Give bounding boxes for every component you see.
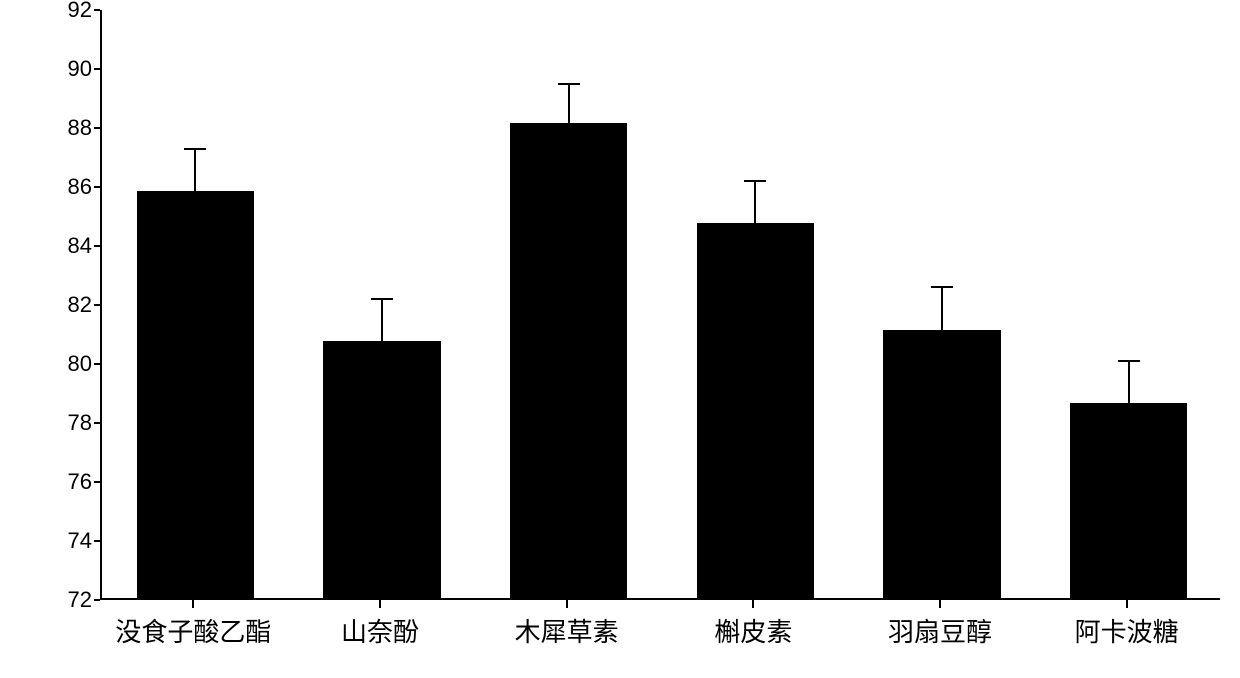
x-tick-mark — [566, 600, 568, 608]
x-category-label: 山奈酚 — [341, 612, 419, 649]
x-tick-mark — [939, 600, 941, 608]
error-cap — [931, 286, 953, 288]
y-tick-label: 88 — [50, 115, 92, 141]
y-tick-label: 92 — [50, 0, 92, 23]
error-cap — [744, 180, 766, 182]
y-tick-mark — [94, 363, 100, 365]
y-tick-mark — [94, 186, 100, 188]
bar — [510, 123, 628, 598]
y-tick-mark — [94, 9, 100, 11]
bar — [137, 191, 255, 598]
y-tick-mark — [94, 422, 100, 424]
bar — [1070, 403, 1188, 598]
x-category-label: 没食子酸乙酯 — [115, 612, 271, 649]
error-cap — [184, 148, 206, 150]
y-tick-mark — [94, 540, 100, 542]
error-bar — [194, 149, 196, 193]
y-tick-label: 90 — [50, 56, 92, 82]
error-bar — [941, 287, 943, 331]
y-tick-label: 80 — [50, 351, 92, 377]
x-tick-mark — [1126, 600, 1128, 608]
bar — [323, 341, 441, 598]
error-bar — [754, 181, 756, 225]
x-tick-mark — [379, 600, 381, 608]
error-cap — [371, 298, 393, 300]
y-tick-label: 72 — [50, 587, 92, 613]
error-cap — [1118, 360, 1140, 362]
bar — [883, 330, 1001, 598]
y-tick-label: 78 — [50, 410, 92, 436]
x-category-label: 阿卡波糖 — [1075, 612, 1179, 649]
x-tick-mark — [192, 600, 194, 608]
x-category-label: 槲皮素 — [714, 612, 792, 649]
y-tick-mark — [94, 127, 100, 129]
error-bar — [1128, 361, 1130, 405]
plot-area — [100, 10, 1220, 600]
x-category-label: 木犀草素 — [515, 612, 619, 649]
bar-chart: 7274767880828486889092没食子酸乙酯山奈酚木犀草素槲皮素羽扇… — [50, 10, 1220, 650]
y-tick-mark — [94, 245, 100, 247]
y-tick-label: 84 — [50, 233, 92, 259]
y-tick-label: 82 — [50, 292, 92, 318]
y-tick-mark — [94, 68, 100, 70]
x-tick-mark — [752, 600, 754, 608]
y-tick-mark — [94, 481, 100, 483]
y-tick-label: 74 — [50, 528, 92, 554]
y-tick-label: 86 — [50, 174, 92, 200]
x-category-label: 羽扇豆醇 — [888, 612, 992, 649]
bar — [697, 223, 815, 598]
y-tick-mark — [94, 599, 100, 601]
y-tick-mark — [94, 304, 100, 306]
error-cap — [558, 83, 580, 85]
y-tick-label: 76 — [50, 469, 92, 495]
error-bar — [568, 84, 570, 125]
error-bar — [381, 299, 383, 343]
